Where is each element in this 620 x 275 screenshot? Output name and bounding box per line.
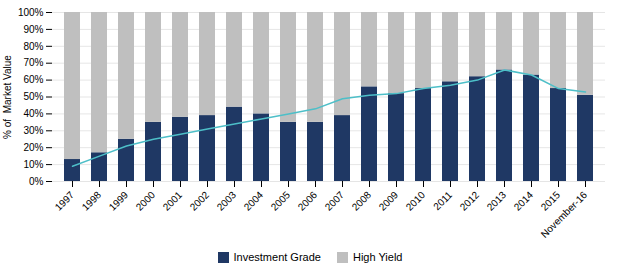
html-text:High Yield: High Yield: [352, 251, 403, 263]
svg-text:90%: 90%: [23, 24, 43, 35]
svg-text:2012: 2012: [458, 189, 482, 213]
svg-text:20%: 20%: [23, 142, 43, 153]
svg-text:50%: 50%: [23, 91, 43, 102]
svg-text:1998: 1998: [80, 189, 104, 213]
svg-text:80%: 80%: [23, 41, 43, 52]
svg-text:100%: 100%: [18, 7, 44, 18]
html-text:Investment Grade: Investment Grade: [233, 251, 321, 263]
svg-text:2013: 2013: [485, 189, 509, 213]
svg-text:2010: 2010: [404, 189, 428, 213]
svg-text:1999: 1999: [107, 189, 131, 213]
svg-text:% of Market Value: % of Market Value: [2, 55, 13, 139]
svg-text:0%: 0%: [29, 176, 44, 187]
svg-text:30%: 30%: [23, 125, 43, 136]
svg-text:2003: 2003: [215, 189, 239, 213]
svg-text:2008: 2008: [350, 189, 374, 213]
svg-text:2015: 2015: [539, 189, 563, 213]
svg-text:2014: 2014: [512, 189, 536, 213]
svg-text:2004: 2004: [242, 189, 266, 213]
svg-text:2011: 2011: [431, 189, 454, 212]
svg-text:1997: 1997: [53, 189, 77, 213]
svg-text:70%: 70%: [23, 57, 43, 68]
svg-text:10%: 10%: [23, 159, 43, 170]
svg-text:2005: 2005: [269, 189, 293, 213]
svg-text:2000: 2000: [134, 189, 158, 213]
svg-text:40%: 40%: [23, 108, 43, 119]
svg-text:November-16: November-16: [539, 189, 590, 240]
svg-text:2001: 2001: [161, 189, 185, 213]
svg-text:60%: 60%: [23, 74, 43, 85]
svg-text:2009: 2009: [377, 189, 401, 213]
svg-text:2002: 2002: [188, 189, 212, 213]
svg-text:2006: 2006: [296, 189, 320, 213]
svg-text:2007: 2007: [323, 189, 347, 213]
